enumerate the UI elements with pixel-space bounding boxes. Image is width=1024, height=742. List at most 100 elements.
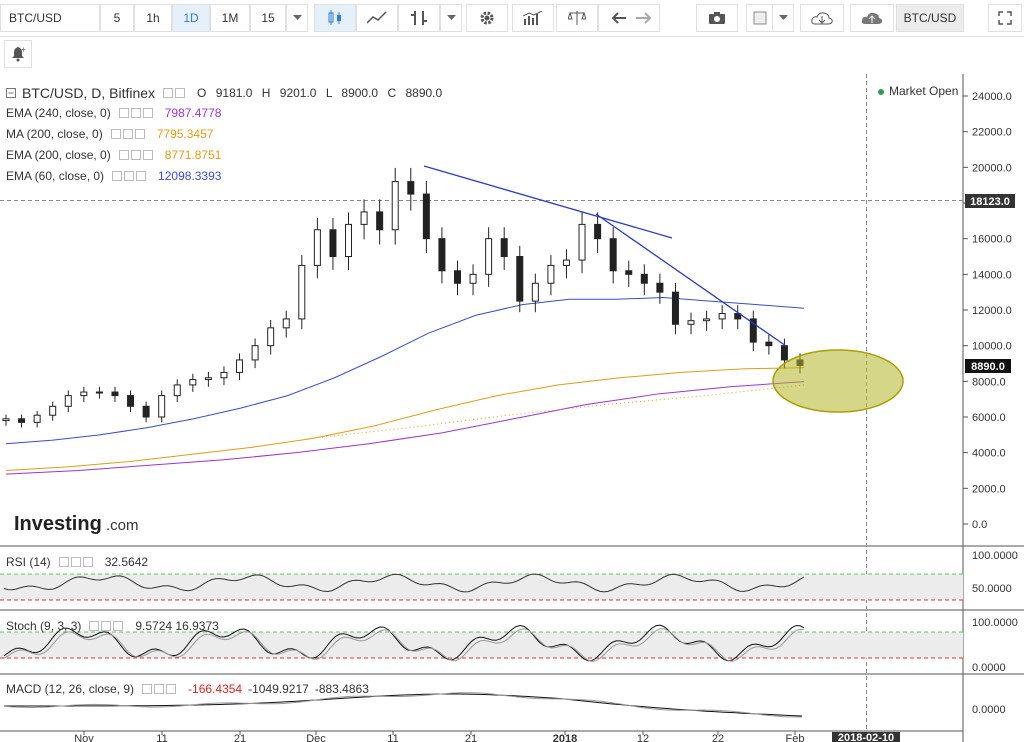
close-icon[interactable] [134, 129, 145, 139]
candle-body [438, 238, 446, 272]
macd-legend[interactable]: MACD (12, 26, close, 9) -166.4354 -1049.… [6, 682, 369, 696]
watermark-brand: Investing [14, 513, 102, 535]
candle-body [703, 318, 711, 322]
settings-icon[interactable] [130, 108, 141, 118]
series-controls[interactable] [163, 88, 186, 98]
settings-icon[interactable] [130, 150, 141, 160]
close-icon[interactable] [142, 150, 153, 160]
crosshair-price-label: 18123.0 [970, 196, 1010, 208]
rsi-controls[interactable] [58, 557, 93, 567]
settings-icon[interactable] [101, 621, 112, 631]
close-value: 8890.0 [405, 86, 443, 100]
color-dropdown-icon[interactable] [772, 4, 794, 32]
status-dot-icon [878, 88, 884, 95]
interval-label: 1M [221, 11, 239, 25]
top-toolbar: BTC/USD 5 1h 1D 1M 15 BTC/USD [0, 0, 1024, 37]
eye-icon[interactable] [58, 557, 69, 567]
candle-body [578, 223, 586, 261]
stoch-controls[interactable] [89, 621, 124, 631]
indicator-label: EMA (60, close, 0) [6, 169, 105, 183]
collapse-icon[interactable] [6, 88, 16, 98]
ma200-line [309, 384, 805, 439]
chart-type-dropdown-icon[interactable] [440, 4, 462, 32]
symbol-text: BTC/USD [9, 11, 62, 25]
price-tick-label: 22000.0 [972, 127, 1012, 139]
time-tick-label: 2018 [553, 733, 577, 742]
eye-icon[interactable] [142, 684, 153, 694]
price-tick-label: 24000.0 [972, 91, 1012, 103]
close-icon[interactable] [82, 557, 93, 567]
indicators-icon[interactable] [512, 4, 554, 32]
rsi-label: RSI (14) [6, 555, 51, 569]
cloud-download-icon[interactable] [800, 4, 844, 32]
settings-icon[interactable] [124, 171, 135, 181]
indicator-controls[interactable] [118, 108, 153, 118]
stoch-legend[interactable]: Stoch (9, 3, 3) 9.5724 16.9373 [6, 619, 219, 633]
interval-label: 1D [183, 11, 199, 25]
time-tick-label: 22 [712, 733, 724, 742]
redo-icon[interactable] [626, 4, 660, 32]
highlight-ellipse[interactable] [772, 349, 904, 413]
interval-15-button[interactable]: 15 [250, 4, 286, 32]
rsi-legend[interactable]: RSI (14) 32.5642 [6, 555, 148, 569]
series-title: BTC/USD, D, Bitfinex [22, 85, 156, 101]
indicator-value: 7987.4778 [164, 106, 222, 120]
fullscreen-icon[interactable] [988, 4, 1022, 32]
eye-icon[interactable] [118, 108, 129, 118]
settings-icon[interactable] [122, 129, 133, 139]
indicator-legend-ema60[interactable]: EMA (60, close, 0) 12098.3393 [6, 169, 221, 183]
candle-body [656, 282, 664, 293]
eye-icon[interactable] [89, 621, 100, 631]
candle-body [33, 414, 41, 423]
stoch-d-line [3, 628, 805, 662]
indicator-legend-ema240[interactable]: EMA (240, close, 0) 7987.4778 [6, 106, 221, 120]
stoch-band [0, 632, 963, 658]
indicator-legend-ma200[interactable]: MA (200, close, 0) 7795.3457 [6, 127, 213, 141]
bars-icon[interactable] [398, 4, 440, 32]
settings-gear-icon[interactable] [466, 4, 508, 32]
close-icon[interactable] [166, 684, 177, 694]
low-value: 8900.0 [341, 86, 379, 100]
add-alert-button[interactable]: + [4, 40, 32, 68]
eye-icon[interactable] [118, 150, 129, 160]
interval-1h-button[interactable]: 1h [134, 4, 172, 32]
interval-label: 1h [146, 11, 160, 25]
candle-body [158, 395, 166, 418]
candle-body [718, 313, 726, 320]
eye-icon[interactable] [112, 171, 123, 181]
indicator-controls[interactable] [118, 150, 153, 160]
close-icon[interactable] [113, 621, 124, 631]
interval-5-button[interactable]: 5 [100, 4, 134, 32]
close-icon[interactable] [136, 171, 147, 181]
close-icon[interactable] [142, 108, 153, 118]
interval-1d-button[interactable]: 1D [172, 4, 210, 32]
camera-icon[interactable] [696, 4, 738, 32]
eye-icon[interactable] [110, 129, 121, 139]
trendline-upper[interactable] [423, 165, 673, 239]
settings-icon[interactable] [154, 684, 165, 694]
symbol-badge[interactable]: BTC/USD [896, 4, 964, 32]
ohlc-values: O 9181.0 H 9201.0 L 8900.0 C 8890.0 [191, 86, 442, 100]
color-square-icon[interactable] [746, 4, 774, 32]
candle-body [376, 211, 384, 231]
indicator-label: MA (200, close, 0) [6, 127, 103, 141]
symbol-search-input[interactable]: BTC/USD [0, 4, 100, 32]
settings-icon[interactable] [175, 88, 186, 98]
compare-icon[interactable] [556, 4, 598, 32]
candle-body [407, 181, 415, 195]
settings-icon[interactable] [70, 557, 81, 567]
interval-dropdown-icon[interactable] [286, 4, 308, 32]
line-chart-icon[interactable] [356, 4, 398, 32]
interval-1m-button[interactable]: 1M [210, 4, 250, 32]
cloud-upload-icon[interactable] [850, 4, 894, 32]
indicator-legend-ema200[interactable]: EMA (200, close, 0) 8771.8751 [6, 148, 221, 162]
trendline-lower[interactable] [595, 213, 787, 347]
macd-value-3: -883.4863 [314, 682, 369, 696]
indicator-controls[interactable] [110, 129, 145, 139]
macd-controls[interactable] [142, 684, 177, 694]
price-tick-label: 18000.0 [972, 198, 1012, 210]
eye-icon[interactable] [163, 88, 174, 98]
candle-body [64, 395, 72, 407]
candles-icon[interactable] [314, 4, 356, 32]
indicator-controls[interactable] [112, 171, 147, 181]
